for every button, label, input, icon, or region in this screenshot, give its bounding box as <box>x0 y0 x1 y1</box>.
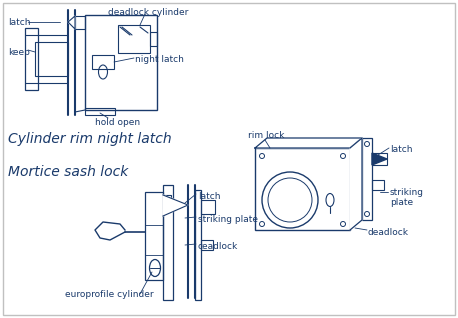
Bar <box>150 32 157 46</box>
Polygon shape <box>372 153 387 165</box>
Bar <box>35 42 68 76</box>
Polygon shape <box>350 138 362 230</box>
Bar <box>92 55 114 69</box>
Bar <box>201 240 213 250</box>
Text: europrofile cylinder: europrofile cylinder <box>65 290 153 299</box>
Polygon shape <box>68 16 75 29</box>
Text: rim lock: rim lock <box>248 131 284 140</box>
Bar <box>163 185 173 300</box>
Bar <box>255 148 350 230</box>
Text: night latch: night latch <box>135 55 184 64</box>
Bar <box>163 195 171 209</box>
Bar <box>195 190 201 300</box>
Text: deadlock: deadlock <box>368 228 409 237</box>
Bar <box>75 16 85 29</box>
Bar <box>201 200 215 214</box>
Text: striking
plate: striking plate <box>390 188 424 207</box>
Text: Mortice sash lock: Mortice sash lock <box>8 165 128 179</box>
Polygon shape <box>255 138 362 148</box>
Bar <box>145 192 163 280</box>
Text: latch: latch <box>198 192 220 201</box>
Bar <box>362 138 372 220</box>
Text: deadlock cylinder: deadlock cylinder <box>108 8 188 17</box>
Text: hold open: hold open <box>95 118 140 127</box>
Text: latch: latch <box>8 18 31 27</box>
Bar <box>85 15 157 110</box>
Bar <box>372 153 387 165</box>
Text: ceadlock: ceadlock <box>198 242 238 251</box>
Text: Cylinder rim night latch: Cylinder rim night latch <box>8 132 172 146</box>
Text: striking plate: striking plate <box>198 215 258 224</box>
Text: keep: keep <box>8 48 30 57</box>
Bar <box>118 25 150 53</box>
Text: latch: latch <box>390 145 413 154</box>
Polygon shape <box>163 195 188 216</box>
Bar <box>25 28 38 90</box>
Bar <box>85 108 115 115</box>
Bar <box>372 180 384 190</box>
